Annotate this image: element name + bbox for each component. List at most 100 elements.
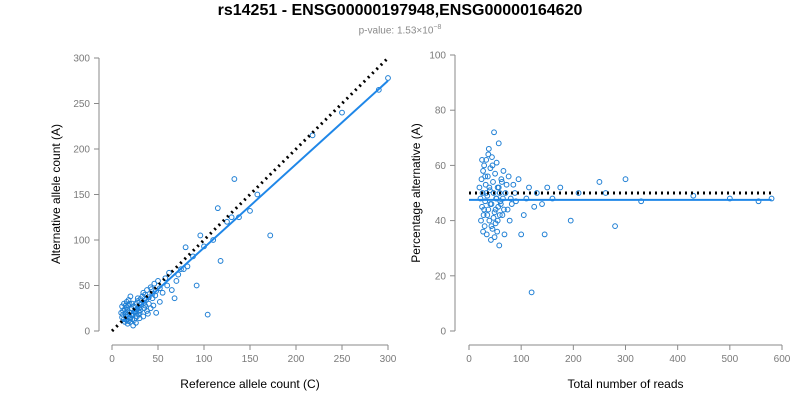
left-x-tick-label: 100 (196, 354, 213, 365)
right-data-point (495, 184, 502, 191)
left-data-point (124, 320, 131, 327)
right-data-point (496, 242, 503, 249)
left-data-point (127, 293, 134, 300)
right-scatter-panel: 0 100 200 300 400 500 600 0 20 40 60 80 100 Total num… (409, 51, 791, 392)
left-data-point (339, 109, 345, 116)
right-data-point (491, 129, 497, 136)
right-data-point (485, 206, 492, 213)
left-data-point (267, 232, 274, 239)
right-y-tick-label: 40 (435, 216, 447, 227)
right-data-point (515, 176, 522, 183)
right-x-axis-title: Total number of reads (567, 377, 683, 391)
right-data-point (502, 190, 509, 196)
right-data-point (506, 217, 513, 224)
right-data-point (479, 156, 485, 163)
right-data-point (498, 179, 505, 185)
right-data-point (528, 289, 535, 296)
right-data-point (481, 206, 488, 213)
right-data-point (488, 237, 494, 243)
left-y-tick-label: 150 (73, 190, 90, 201)
right-x-tick-label: 600 (774, 354, 791, 365)
left-y-tick-label: 250 (73, 99, 90, 110)
left-data-point (130, 322, 137, 329)
right-data-point (489, 154, 495, 161)
right-data-point (596, 179, 603, 185)
right-data-point (520, 212, 527, 218)
p-value-text: p-value: 1.53×10 (358, 25, 434, 37)
left-data-point (210, 237, 217, 243)
left-data-point (385, 75, 391, 81)
right-data-point (497, 201, 504, 207)
left-x-tick-label: 200 (288, 354, 305, 365)
right-data-point (482, 198, 489, 205)
right-data-point (500, 195, 506, 202)
right-data-point (499, 212, 506, 218)
right-x-tick-label: 100 (513, 354, 530, 365)
right-data-point (496, 190, 503, 196)
right-data-point (726, 195, 733, 202)
right-data-point (549, 195, 556, 202)
left-data-point (171, 295, 178, 302)
right-y-axis-title: Percentage alternative (A) (409, 123, 423, 262)
left-data-point (178, 266, 184, 273)
right-data-point (490, 214, 497, 221)
right-data-point (638, 198, 645, 205)
right-data-point (510, 181, 517, 188)
left-data-point (375, 86, 382, 93)
right-data-point (492, 170, 498, 177)
right-x-tick-label: 200 (565, 354, 582, 365)
left-data-point (197, 232, 204, 239)
right-data-point (690, 192, 697, 199)
right-data-point (481, 162, 488, 169)
left-data-point (247, 207, 253, 214)
right-x-tick-label: 400 (669, 354, 686, 365)
right-data-point (544, 184, 551, 191)
left-data-point (164, 282, 171, 289)
left-data-point (228, 214, 235, 221)
left-data-point (309, 132, 316, 139)
right-data-point (501, 206, 507, 213)
right-data-point (490, 190, 497, 196)
right-data-point (480, 168, 486, 174)
left-data-point (145, 300, 152, 307)
right-data-point (498, 176, 505, 183)
right-y-tick-label: 20 (435, 271, 447, 282)
right-y-tick-label: 60 (435, 161, 447, 172)
right-data-point (508, 201, 515, 207)
left-x-tick-label: 150 (242, 354, 259, 365)
left-data-point (150, 302, 157, 309)
right-data-point (513, 198, 519, 205)
right-data-point (557, 184, 564, 191)
left-y-tick-label: 200 (73, 145, 90, 156)
left-data-point (224, 218, 230, 225)
right-data-point (507, 195, 514, 202)
right-data-point (476, 184, 483, 191)
left-x-axis-title: Reference allele count (C) (180, 377, 319, 391)
left-x-tick-label: 300 (380, 354, 397, 365)
right-data-point (477, 195, 484, 202)
left-scatter-panel: 0 50 100 150 200 250 300 0 50 100 150 200 250 300 Refe… (49, 54, 397, 392)
left-data-point (144, 310, 151, 317)
left-x-tick-label: 0 (109, 354, 115, 365)
left-data-point (182, 244, 189, 251)
left-data-point (126, 300, 133, 307)
left-data-point (140, 289, 147, 296)
right-data-point (505, 173, 512, 180)
right-data-point (567, 217, 574, 224)
right-data-point (526, 184, 532, 191)
right-y-tick-label: 100 (429, 51, 446, 62)
left-data-point (173, 278, 180, 284)
right-data-point (531, 203, 538, 210)
right-data-point (495, 140, 502, 147)
right-data-point (494, 228, 501, 235)
left-data-point (168, 287, 175, 293)
right-data-point (478, 217, 484, 224)
left-data-point (162, 275, 169, 282)
left-data-point (155, 278, 161, 284)
left-data-point (214, 205, 221, 212)
right-data-point (483, 156, 490, 163)
right-y-tick-label: 0 (440, 327, 446, 338)
right-data-point (622, 176, 629, 183)
right-data-point (479, 190, 486, 196)
right-data-point (493, 195, 500, 202)
